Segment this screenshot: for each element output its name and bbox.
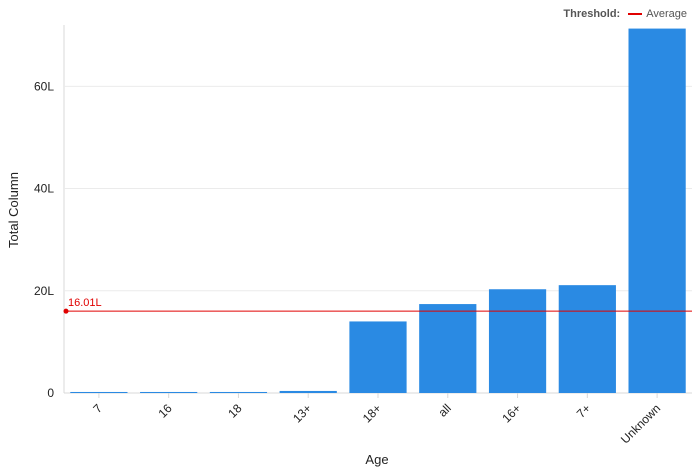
- bar[interactable]: [70, 391, 128, 393]
- bar[interactable]: [140, 391, 198, 393]
- x-tick-label: 18+: [360, 401, 384, 425]
- y-tick-label: 0: [47, 386, 54, 400]
- y-tick-label: 20L: [34, 284, 54, 298]
- y-axis-title: Total Column: [6, 172, 21, 248]
- y-tick-label: 40L: [34, 182, 54, 196]
- threshold-line-group: 16.01L: [63, 297, 692, 314]
- bar[interactable]: [209, 391, 268, 393]
- threshold-label: 16.01L: [68, 297, 102, 309]
- x-tick-label: 18: [225, 401, 245, 421]
- legend-item-average[interactable]: Average: [628, 8, 687, 20]
- y-axis: 0 20L 40L 60L: [34, 79, 54, 400]
- threshold-marker: [63, 308, 69, 314]
- bar[interactable]: [488, 289, 547, 393]
- x-tick-label: Unknown: [618, 401, 663, 446]
- bar[interactable]: [419, 304, 477, 393]
- x-tick-label: 16+: [499, 401, 523, 425]
- legend-item-label: Average: [646, 8, 687, 20]
- x-tick-label: 7+: [574, 401, 594, 421]
- bar[interactable]: [349, 321, 407, 393]
- legend-line-swatch: [628, 13, 643, 16]
- x-tick-label: all: [436, 401, 454, 419]
- x-axis: 7 16 18 13+ 18+ all 16+ 7+ Unknown: [90, 393, 663, 446]
- threshold-legend: Threshold: Average: [563, 8, 687, 20]
- x-axis-title: Age: [365, 452, 388, 467]
- bar[interactable]: [279, 390, 337, 393]
- x-tick-label: 13+: [290, 401, 314, 425]
- bar[interactable]: [558, 285, 616, 393]
- bars: [70, 28, 686, 393]
- x-tick-label: 16: [155, 401, 175, 421]
- bar[interactable]: [628, 28, 686, 393]
- x-tick-label: 7: [90, 401, 105, 416]
- legend-title: Threshold:: [563, 8, 621, 20]
- y-tick-label: 60L: [34, 79, 54, 93]
